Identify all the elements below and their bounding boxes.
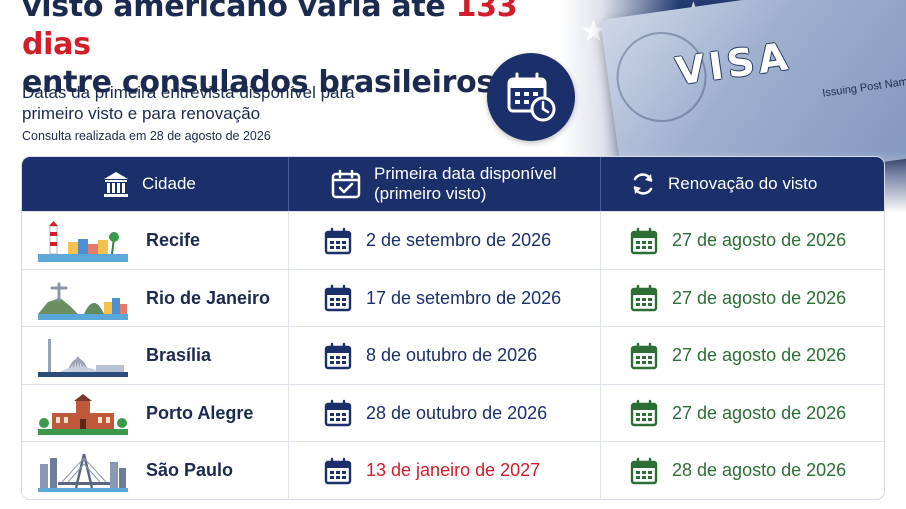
renewal-date-cell: 27 de agosto de 2026 [630,327,846,384]
visa-dates-table: Cidade Primeira data disponível (primeir… [22,157,884,499]
table-row: Porto Alegre 28 de outubro de 2026 27 de… [22,383,884,442]
first-date-cell: 8 de outubro de 2026 [324,327,537,384]
calendar-icon [630,457,658,485]
cathedral-skyline-icon [38,335,128,378]
renewal-date-value: 27 de agosto de 2026 [672,402,847,423]
renewal-date-cell: 27 de agosto de 2026 [630,385,846,442]
city-name: Brasília [146,345,212,366]
lighthouse-skyline-icon [38,220,128,262]
renewal-date-cell: 27 de agosto de 2026 [630,270,846,327]
renewal-date-value: 27 de agosto de 2026 [672,287,847,308]
refresh-icon [630,171,656,197]
renewal-date-value: 28 de agosto de 2026 [672,460,847,481]
first-date-cell: 17 de setembro de 2026 [324,270,561,327]
calendar-icon [324,399,352,427]
calendar-check-icon [330,168,362,200]
table-row: São Paulo 13 de janeiro de 2027 28 de ag… [22,441,884,498]
building-icon [102,171,130,197]
header-first-date-line2: (primeiro visto) [374,184,487,203]
header-renewal-label: Renovação do visto [668,174,818,193]
city-name: Recife [146,230,201,250]
title-line-1: visto americano varia até 133 dias [22,0,582,64]
renewal-date-cell: 28 de agosto de 2026 [630,442,846,499]
page-title: visto americano varia até 133 dias entre… [22,0,582,102]
city-name: São Paulo [146,460,234,481]
bridge-skyline-icon [38,450,128,493]
table-row: Brasília 8 de outubro de 2026 27 de agos… [22,326,884,383]
header-first-date: Primeira data disponível (primeiro visto… [330,157,556,211]
calendar-icon [324,342,352,370]
first-date-cell: 2 de setembro de 2026 [324,212,551,269]
page-subtitle: Datas da primeira entrevista disponível … [22,83,355,123]
calendar-icon [324,457,352,485]
table-header: Cidade Primeira data disponível (primeir… [22,157,884,211]
table-row: Recife 2 de setembro de 2026 27 de agost… [22,211,884,268]
first-date-value: 8 de outubro de 2026 [366,345,538,366]
calendar-icon [630,227,658,255]
table-row: Rio de Janeiro 17 de setembro de 2026 27… [22,268,884,327]
issuing-post-label: Issuing Post Name [821,74,906,100]
title-line-2: entre consulados brasileiros [22,65,494,100]
renewal-date-value: 27 de agosto de 2026 [672,230,847,250]
calendar-icon [324,227,352,255]
calendar-icon [630,284,658,312]
header-renewal: Renovação do visto [630,157,817,211]
city-name: Porto Alegre [146,402,254,423]
header-first-date-line1: Primeira data disponível [374,164,557,183]
title-prefix: visto americano varia até [22,0,456,24]
header-city-label: Cidade [142,174,196,193]
first-date-cell: 28 de outubro de 2026 [324,385,547,442]
calendar-icon [630,399,658,427]
header-city: Cidade [102,157,196,211]
calendar-clock-icon [487,53,575,141]
first-date-value: 28 de outubro de 2026 [366,402,548,423]
title-highlight: 133 dias [22,0,518,62]
consultation-date: Consulta realizada em 28 de agosto de 20… [22,129,271,143]
renewal-date-cell: 27 de agosto de 2026 [630,212,846,269]
city-name: Rio de Janeiro [146,287,271,308]
first-date-value: 13 de janeiro de 2027 [366,460,541,481]
first-date-value: 17 de setembro de 2026 [366,287,562,308]
first-date-cell: 13 de janeiro de 2027 [324,442,540,499]
historic-building-icon [38,393,128,435]
renewal-date-value: 27 de agosto de 2026 [672,345,847,366]
first-date-value: 2 de setembro de 2026 [366,230,552,250]
calendar-icon [630,342,658,370]
christ-redeemer-skyline-icon [38,278,128,320]
calendar-icon [324,284,352,312]
header-first-date-label: Primeira data disponível (primeiro visto… [374,164,556,204]
